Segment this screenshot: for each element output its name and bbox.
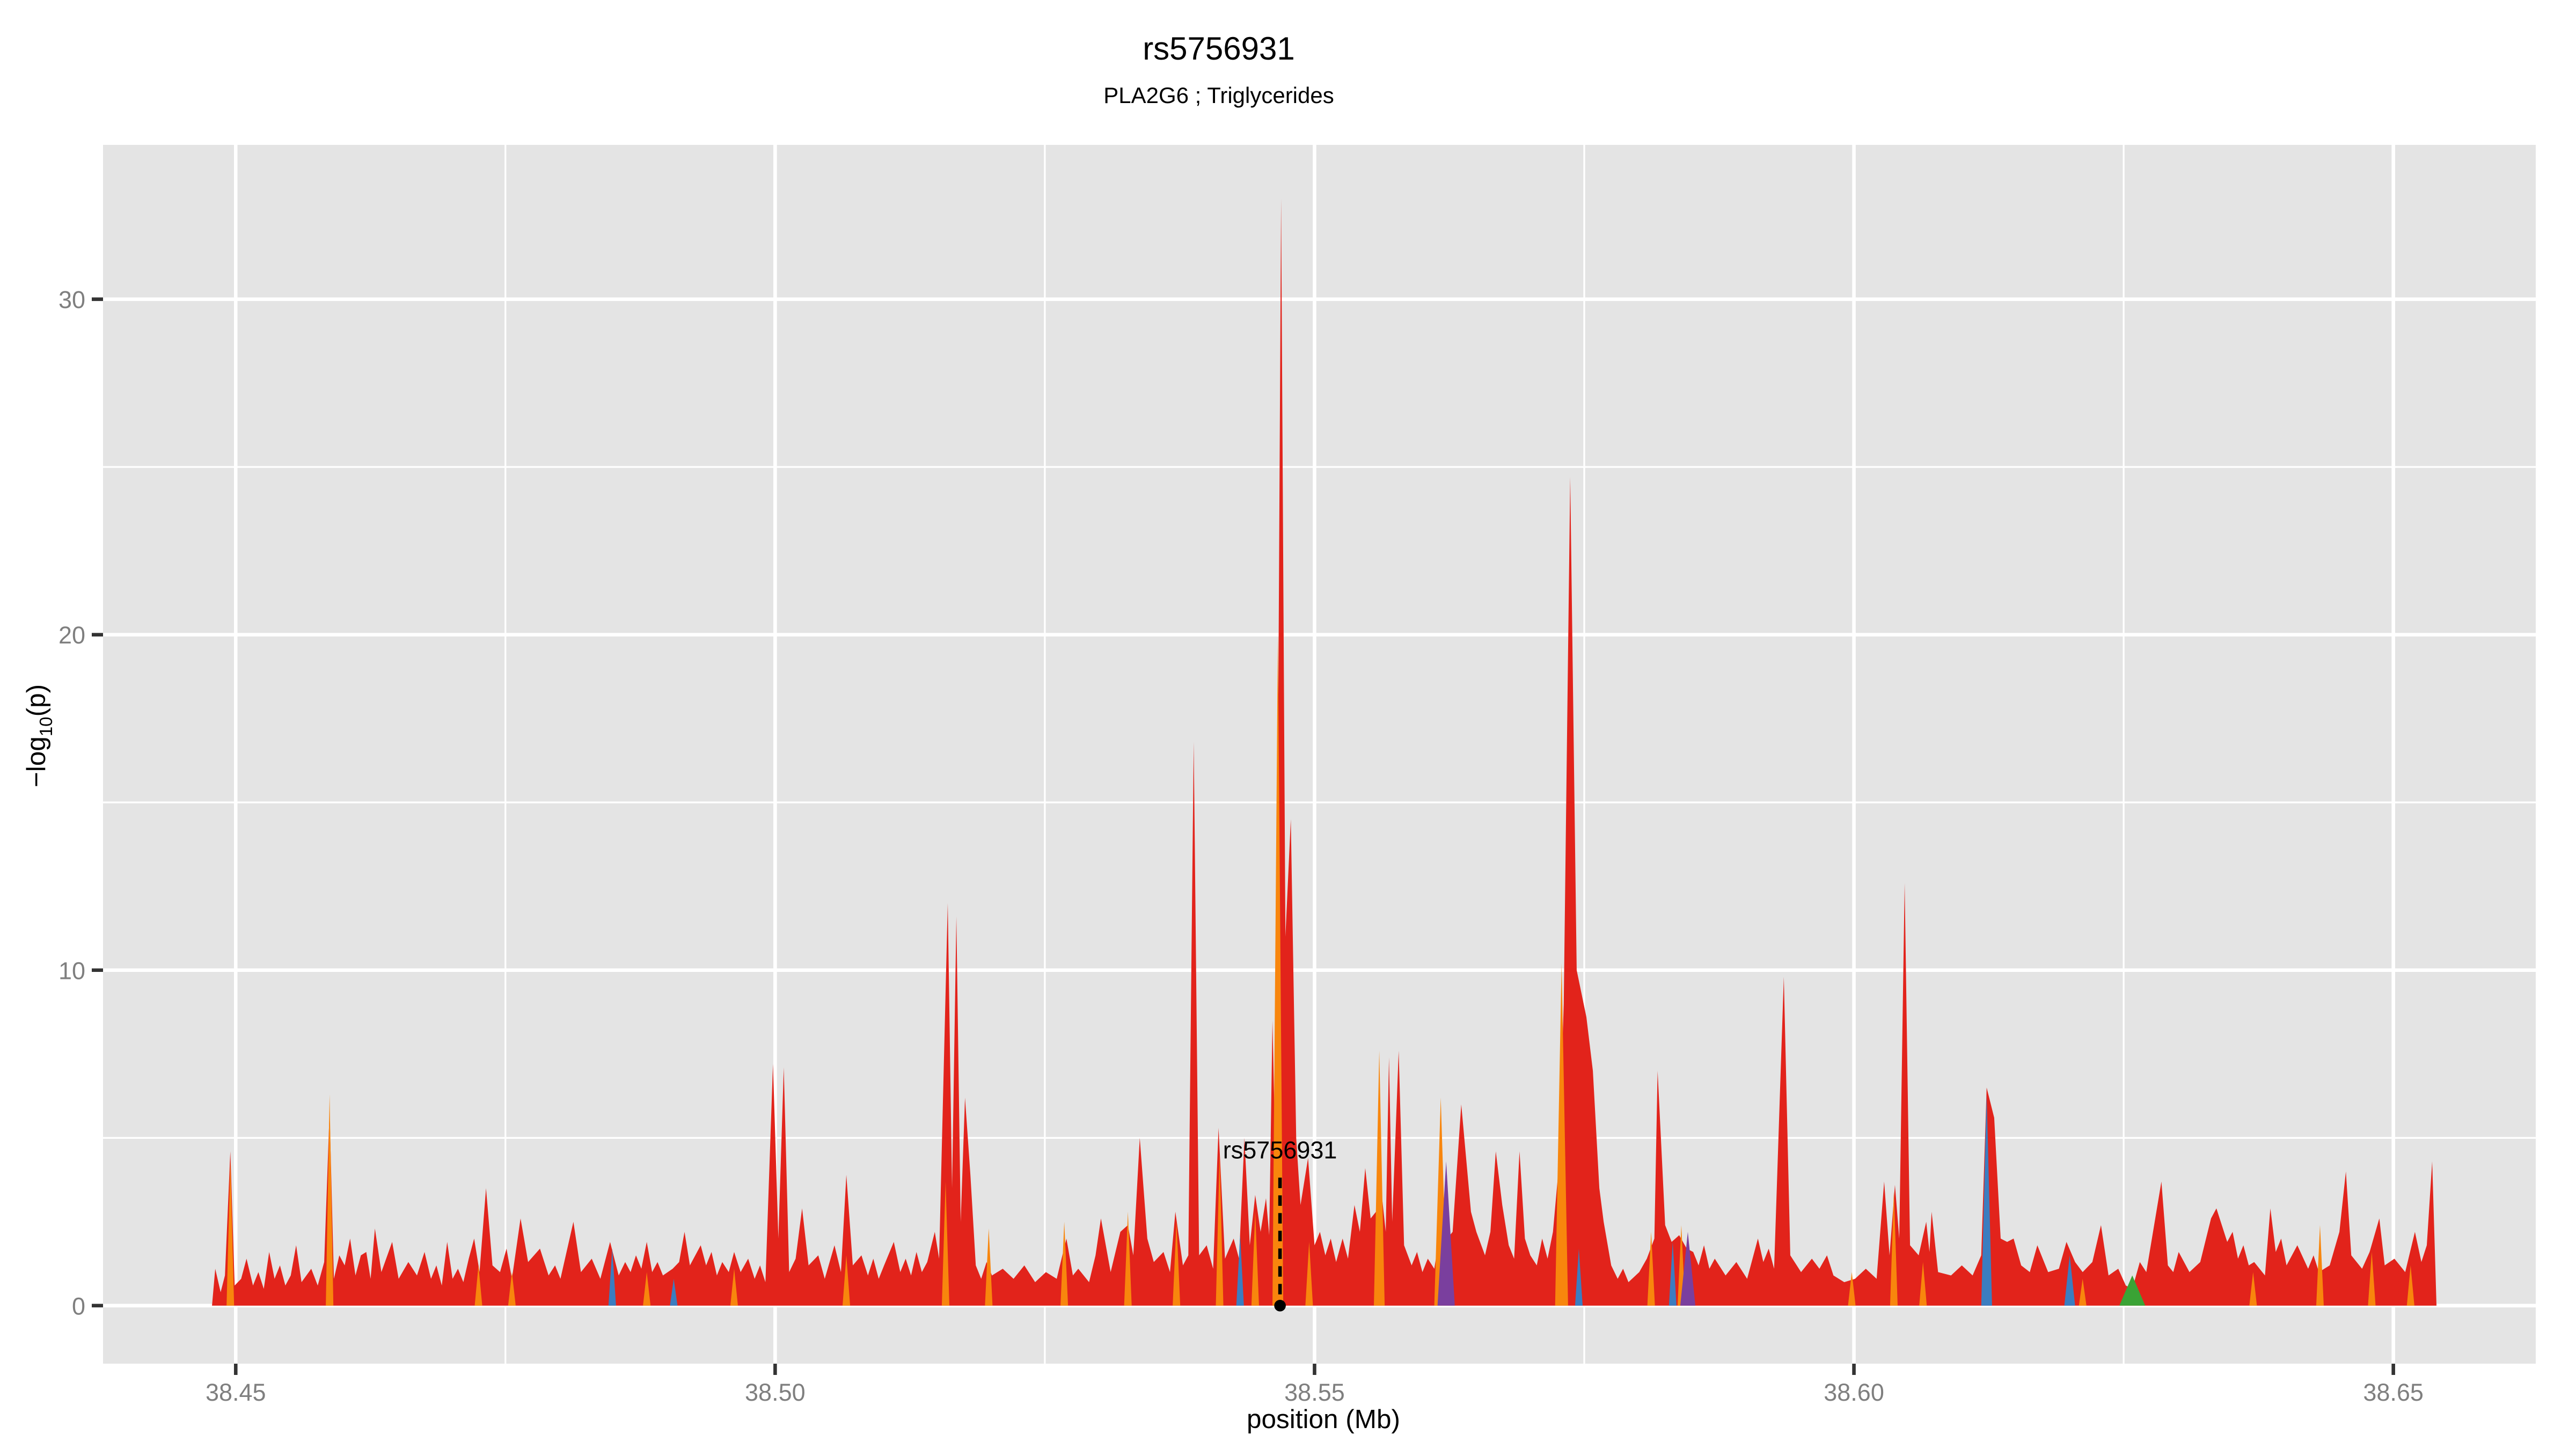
x-tick-label: 38.55: [1284, 1379, 1345, 1406]
series-association-orange-spike: [2079, 1278, 2087, 1306]
x-tick-label: 38.45: [206, 1379, 266, 1406]
series-association-orange-spike: [1251, 1211, 1259, 1306]
series-association-orange-spike: [1919, 1262, 1927, 1306]
series-association-orange-spike: [1060, 1221, 1069, 1306]
series-association-blue-spike: [2064, 1255, 2075, 1306]
series-association-green-spike: [2119, 1275, 2146, 1306]
series-association-orange-spike: [941, 1181, 950, 1306]
y-axis-title-text: −log: [23, 736, 52, 788]
series-association-orange-spike: [1173, 1221, 1181, 1306]
series-association-orange-spike: [474, 1265, 482, 1306]
series-association-orange-spike: [1216, 1154, 1224, 1306]
series-association-orange-spike: [226, 1161, 235, 1306]
series-association-orange-spike: [985, 1228, 993, 1306]
series-association-orange-spike: [326, 1094, 334, 1306]
lead-snp-point: [1274, 1300, 1286, 1312]
series-association-blue-spike: [1236, 1235, 1244, 1306]
series-association-blue-spike: [1575, 1248, 1583, 1306]
series-association-orange-spike: [1272, 634, 1284, 1306]
series-association-orange-spike: [1374, 1050, 1385, 1306]
y-axis-title-subscript: 10: [37, 716, 57, 737]
x-tick-label: 38.50: [745, 1379, 806, 1406]
series-association-orange-spike: [842, 1255, 851, 1306]
series-association-orange-spike: [2249, 1272, 2257, 1306]
series-association-orange-spike: [508, 1272, 516, 1306]
x-tick-label: 38.65: [2363, 1379, 2424, 1406]
y-axis-title-close: (p): [23, 684, 52, 717]
series-association-orange-spike: [643, 1272, 651, 1306]
page-subtitle: PLA2G6 ; Triglycerides: [1103, 82, 1334, 108]
series-association-orange-spike: [730, 1269, 738, 1306]
series-association-orange-spike: [2368, 1252, 2376, 1306]
lead-snp-label: rs5756931: [1223, 1136, 1337, 1163]
series-association-blue-spike: [608, 1248, 616, 1306]
series-association-blue-spike: [1668, 1242, 1677, 1306]
y-tick-label: 0: [72, 1292, 85, 1320]
series-association-orange-spike: [1124, 1211, 1132, 1306]
series-association-purple-spike: [1437, 1161, 1455, 1306]
series-association-orange-spike: [1305, 1242, 1313, 1306]
series-association-orange-spike: [1848, 1272, 1856, 1306]
y-tick-label: 30: [58, 286, 85, 313]
series-association-blue-spike: [670, 1278, 678, 1306]
series-association-orange-spike: [2316, 1225, 2324, 1306]
page-title: rs5756931: [1143, 32, 1295, 68]
series-association-orange-spike: [2406, 1265, 2414, 1306]
series-association-orange-spike: [1647, 1232, 1655, 1306]
x-tick-label: 38.60: [1824, 1379, 1884, 1406]
y-tick-label: 20: [58, 621, 85, 649]
series-association-blue-spike: [1981, 1094, 1992, 1306]
plot-panel: [103, 145, 2536, 1364]
y-axis-title: −log10(p): [23, 639, 57, 832]
series-association-purple-spike: [1680, 1232, 1696, 1306]
series-association-orange-spike: [1555, 963, 1568, 1306]
series-association-orange-spike: [1890, 1191, 1898, 1306]
x-axis-title: position (Mb): [1246, 1406, 1401, 1435]
y-tick-label: 10: [58, 957, 85, 984]
